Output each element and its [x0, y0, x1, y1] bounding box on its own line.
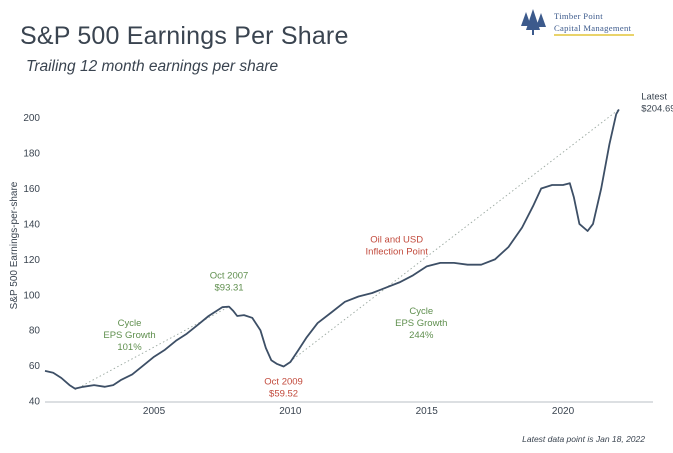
logo-underline	[554, 34, 634, 36]
y-tick-label: 200	[23, 113, 40, 124]
annotation-cycle1: 101%	[117, 342, 142, 353]
annotation-oct2009: $59.52	[269, 388, 298, 399]
y-tick-label: 120	[23, 255, 40, 266]
logo-tagline: Capital Management	[554, 23, 632, 33]
annotation-latest: Latest	[641, 91, 667, 102]
y-tick-label: 140	[23, 219, 40, 230]
y-axis-label: S&P 500 Earnings-per-share	[9, 181, 20, 309]
y-tick-label: 80	[29, 326, 41, 337]
y-tick-label: 60	[29, 361, 41, 372]
y-tick-label: 180	[23, 149, 40, 160]
footnote: Latest data point is Jan 18, 2022	[522, 434, 645, 444]
annotation-oct2009: Oct 2009	[264, 376, 303, 387]
annotation-oct2007: Oct 2007	[210, 271, 249, 282]
annotation-oil: Oil and USD	[370, 235, 423, 246]
x-tick-label: 2015	[416, 406, 439, 417]
tree-icon	[521, 9, 546, 35]
logo	[521, 9, 546, 35]
y-tick-label: 160	[23, 184, 40, 195]
annotation-cycle2: Cycle	[409, 306, 433, 317]
x-tick-label: 2020	[552, 406, 575, 417]
annotation-oil: Inflection Point	[366, 247, 429, 258]
chart-title: S&P 500 Earnings Per Share	[20, 22, 349, 50]
trend-line	[283, 109, 620, 367]
annotation-latest: $204.69	[641, 103, 673, 114]
annotation-cycle1: Cycle	[118, 318, 142, 329]
y-tick-label: 40	[29, 397, 41, 408]
annotation-cycle2: EPS Growth	[395, 318, 447, 329]
eps-line	[44, 108, 620, 390]
trend-line	[74, 306, 230, 391]
y-tick-label: 100	[23, 290, 40, 301]
x-tick-label: 2005	[143, 406, 166, 417]
annotation-oct2007: $93.31	[215, 283, 244, 294]
annotation-cycle1: EPS Growth	[103, 330, 155, 341]
annotation-cycle2: 244%	[409, 330, 434, 341]
chart-subtitle: Trailing 12 month earnings per share	[26, 58, 279, 75]
logo-name: Timber Point	[554, 11, 603, 21]
x-tick-label: 2010	[279, 406, 302, 417]
